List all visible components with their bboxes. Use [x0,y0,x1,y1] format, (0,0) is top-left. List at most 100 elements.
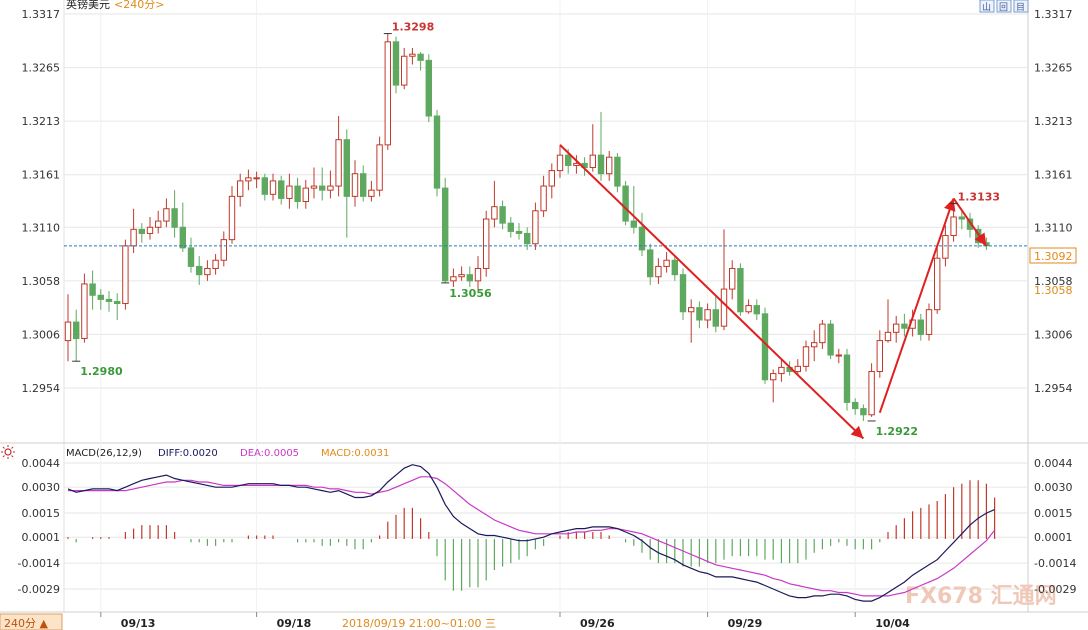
diff-line [67,464,995,602]
sun-icon[interactable] [1,445,15,459]
candle-body [925,309,933,335]
macd-tick-left: 0.0001 [22,531,61,544]
candle-body [655,265,662,278]
watermark-text: FX678 汇通网 [905,584,1057,609]
candle-body [532,210,539,245]
candle-body [524,232,531,245]
candle-body [958,216,965,220]
candle-body [901,323,908,329]
candle-body [548,170,555,187]
candle-body [171,208,178,228]
candle-body [64,321,72,342]
price-tick-left: 1.3317 [22,8,61,21]
price-annotation: 1.3133 [958,191,1000,204]
macd-tick-left: 0.0044 [22,457,61,470]
candle-body [163,208,170,222]
macd-diff-value: DIFF:0.0020 [158,448,218,459]
period-selector-button[interactable] [0,613,63,630]
price-annotation: 1.2922 [876,425,918,438]
candle-body [540,185,547,212]
trend-arrows [559,144,988,440]
candle-body [245,177,252,182]
candle-body [802,346,810,367]
candle-body [589,154,596,169]
toolbar-btn-c[interactable] [1013,0,1029,13]
candle-body [884,331,892,342]
candle-body [770,373,777,381]
trend-arrow-line [559,144,865,440]
candle-body [335,139,342,187]
symbol-title: 英镑美元 [66,0,110,11]
toolbar-btn-a[interactable] [979,0,995,13]
trend-arrow-line [878,198,955,414]
candle-body [294,185,301,203]
candlestick-series [64,33,990,421]
x-tick-label: 09/26 [580,617,615,630]
candle-body [368,189,375,197]
macd-tick-left: 0.0015 [22,507,61,520]
trend-arrow-head [974,232,987,246]
price-annotation: 1.3298 [392,21,434,34]
macd-dea-value: DEA:0.0005 [240,448,299,459]
price-tick-right: 1.2954 [1034,382,1073,395]
candle-body [474,267,482,282]
candle-body [450,276,457,282]
candle-body [302,187,310,203]
macd-header: MACD(26,12,9) DIFF:0.0020 DEA:0.0005 MAC… [1,445,389,459]
candle-body [466,274,474,282]
candle-body [261,177,269,195]
candle-body [565,154,572,166]
candle-body [679,274,687,313]
dea-line [68,476,996,597]
candle-body [253,177,260,180]
candle-body [606,156,613,175]
candle-body [704,309,711,321]
candle-body [212,259,219,269]
price-tick-left: 1.3058 [22,275,61,288]
candle-body [376,144,383,191]
candle-body [515,230,523,234]
period-label: <240分> [114,0,164,11]
candle-body [499,206,506,224]
price-box-2: 1.3058 [1034,284,1073,297]
price-grid [64,13,1028,389]
candle-body [860,408,867,416]
candle-body [360,173,367,197]
toolbar-btn-b[interactable] [996,0,1012,13]
candle-body [663,259,670,267]
candle-body [97,294,104,300]
price-tick-right: 1.3006 [1034,328,1073,341]
price-tick-right: 1.3161 [1034,169,1073,182]
period-selector-label: 240分 ▲ [4,617,48,630]
candle-body [827,323,834,356]
candle-body [425,59,433,117]
candle-body [753,305,760,315]
candle-body [638,226,646,251]
last-price-value: 1.3092 [1034,250,1073,263]
price-tick-left: 1.3110 [22,221,61,234]
macd-macd-value: MACD:0.0031 [321,448,389,459]
candle-body [105,298,113,302]
trend-arrow-head [944,198,956,212]
macd-tick-right: -0.0014 [1034,557,1076,570]
toolbar-btn-b-icon: 回 [999,2,1008,13]
price-axis-ticks: 1.3317 1.3317 1.3265 1.3265 1.3213 1.3213 1.31… [22,8,1073,395]
candle-body [868,371,875,416]
candle-body [220,239,228,261]
candle-body [737,267,744,313]
trend-arrow-head [850,425,864,439]
x-tick-label: 09/29 [728,617,763,630]
price-annotation: 1.2980 [80,365,123,378]
candle-body [811,342,818,348]
candle-body [893,323,900,333]
candle-body [392,41,400,86]
candle-body [483,218,490,269]
candle-body [942,235,949,259]
candle-body [778,366,785,375]
candle-body [409,53,416,57]
toolbar-btn-a-icon: 山 [982,2,991,13]
candle-body [81,283,88,340]
candle-body [622,185,629,222]
price-tick-left: 1.3006 [22,328,61,341]
